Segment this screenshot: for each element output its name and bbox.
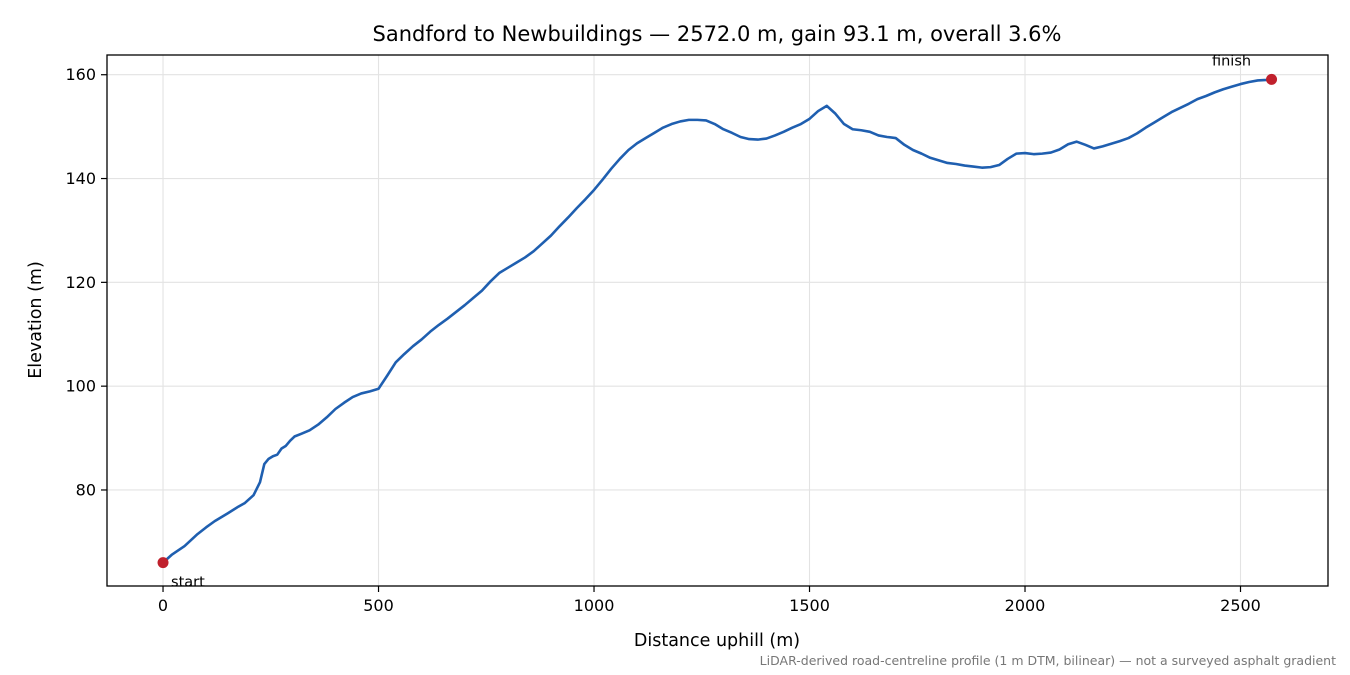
x-tick-label: 2000 xyxy=(1005,596,1046,615)
chart-title: Sandford to Newbuildings — 2572.0 m, gai… xyxy=(373,22,1062,46)
footnote: LiDAR-derived road-centreline profile (1… xyxy=(760,653,1336,668)
x-tick-label: 2500 xyxy=(1220,596,1261,615)
x-axis-ticks: 0 500 1000 1500 2000 2500 xyxy=(158,586,1261,615)
x-tick-label: 1000 xyxy=(574,596,615,615)
marker-layer: start finish xyxy=(157,53,1278,591)
gridlines xyxy=(107,55,1328,586)
series-layer xyxy=(161,78,1273,564)
y-axis-label: Elevation (m) xyxy=(26,261,46,379)
finish-annotation: finish xyxy=(1212,53,1251,69)
y-tick-label: 160 xyxy=(65,65,96,84)
y-tick-label: 80 xyxy=(76,480,96,499)
finish-marker xyxy=(1266,73,1278,85)
y-tick-label: 120 xyxy=(65,273,96,292)
x-tick-label: 1500 xyxy=(789,596,830,615)
y-tick-label: 140 xyxy=(65,169,96,188)
y-axis-ticks: 80 100 120 140 160 xyxy=(65,65,107,499)
y-tick-label: 100 xyxy=(65,377,96,396)
elevation-line xyxy=(161,78,1273,564)
plot-area-frame xyxy=(106,54,1329,587)
x-tick-label: 0 xyxy=(158,596,168,615)
x-tick-label: 500 xyxy=(363,596,394,615)
start-marker xyxy=(157,557,169,569)
start-annotation: start xyxy=(171,575,205,591)
x-axis-label: Distance uphill (m) xyxy=(634,631,800,651)
